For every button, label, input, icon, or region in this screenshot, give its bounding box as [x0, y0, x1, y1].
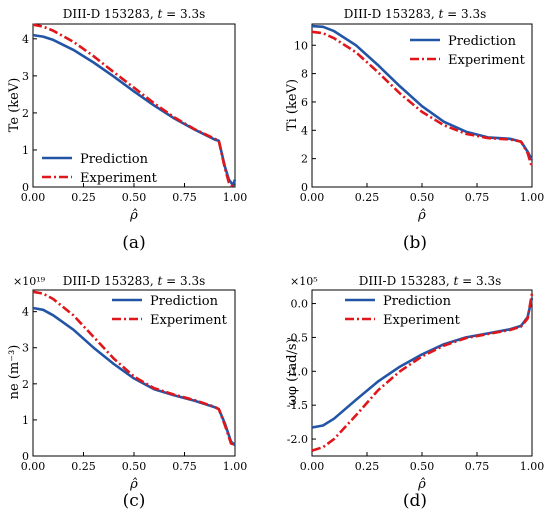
x-tick-label: 0.25	[355, 460, 380, 473]
y-tick-label: 8	[301, 68, 308, 81]
axis-multiplier: ×10¹⁹	[13, 275, 46, 288]
y-axis-label: Ti (keV)	[285, 79, 300, 131]
y-tick-label: 10	[294, 39, 308, 52]
y-tick-label: 0	[22, 450, 29, 463]
y-tick-label: -2.0	[287, 433, 308, 446]
x-tick-label: 0.75	[465, 191, 490, 204]
y-tick-label: 3	[22, 342, 29, 355]
y-axis-label: ωφ (rad/s)	[285, 338, 300, 405]
y-tick-label: 0	[301, 181, 308, 194]
x-tick-label: 0.50	[410, 460, 435, 473]
chart-title: DIII-D 153283, t = 3.3s	[63, 7, 206, 21]
series-line-prediction	[311, 297, 534, 429]
y-tick-label: 4	[301, 124, 308, 137]
y-tick-label: -1.5	[287, 399, 308, 412]
x-tick-label: 0.50	[410, 191, 435, 204]
x-tick-label: 0.00	[300, 460, 325, 473]
x-tick-label: 1.00	[223, 191, 248, 204]
legend-label-prediction: Prediction	[80, 152, 149, 167]
x-tick-label: 0.50	[122, 460, 147, 473]
legend-label-prediction: Prediction	[448, 34, 517, 49]
x-tick-label: 0.00	[21, 460, 46, 473]
y-axis-label: ne (m⁻³)	[7, 345, 22, 400]
x-tick-label: 0.00	[21, 191, 46, 204]
chart-panel-a: 0.00 0.25 0.50 0.75 1.00 0 1 2 3 4 Prediction Exper…	[7, 7, 247, 253]
legend-label-prediction: Prediction	[383, 294, 452, 309]
legend-label-experiment: Experiment	[448, 53, 526, 68]
y-tick-label: 2	[22, 107, 29, 120]
y-tick-label: 6	[301, 96, 308, 109]
panel-label: (c)	[123, 491, 146, 511]
series-line-experiment	[311, 30, 534, 168]
axis-multiplier: ×10⁵	[290, 275, 318, 288]
panel-label: (a)	[122, 233, 145, 253]
y-axis-label: Te (keV)	[7, 78, 22, 133]
y-tick-label: 2	[301, 153, 308, 166]
x-tick-label: 1.00	[520, 460, 545, 473]
x-tick-label: 0.00	[300, 191, 325, 204]
chart-title: DIII-D 153283, t = 3.3s	[63, 274, 206, 288]
x-tick-label: 0.50	[122, 191, 147, 204]
y-tick-label: -0.5	[287, 331, 308, 344]
x-tick-label: 0.75	[172, 191, 197, 204]
panel-label: (d)	[403, 491, 427, 511]
x-tick-label: 0.25	[71, 191, 96, 204]
legend-label-experiment: Experiment	[383, 313, 461, 328]
x-axis-label: ρ̂	[129, 477, 138, 492]
x-axis-label: ρ̂	[129, 208, 138, 223]
panel-label: (b)	[403, 233, 427, 253]
x-tick-label: 0.25	[71, 460, 96, 473]
chart-title: DIII-D 153283, t = 3.3s	[359, 274, 502, 288]
x-tick-label: 1.00	[223, 460, 248, 473]
x-tick-label: 0.75	[172, 460, 197, 473]
series-line-prediction	[32, 33, 237, 187]
y-tick-label: 1	[22, 144, 29, 157]
y-tick-label: 4	[22, 306, 29, 319]
series-line-experiment	[32, 290, 236, 447]
x-tick-label: 0.75	[465, 460, 490, 473]
x-tick-label: 1.00	[520, 191, 545, 204]
y-tick-label: 3	[22, 70, 29, 83]
y-tick-label: 1	[22, 414, 29, 427]
chart-panel-c: 0.00 0.25 0.50 0.75 1.00 0 1 2 3 4 Prediction Exper…	[7, 274, 247, 511]
y-tick-label: 0	[22, 181, 29, 194]
x-axis-label: ρ̂	[417, 208, 426, 223]
y-tick-label: 2	[22, 378, 29, 391]
legend-label-experiment: Experiment	[150, 313, 228, 328]
series-line-prediction	[32, 306, 236, 447]
x-axis-label: ρ̂	[417, 477, 426, 492]
legend-label-experiment: Experiment	[80, 171, 158, 186]
y-tick-label: 4	[22, 33, 29, 46]
chart-title: DIII-D 153283, t = 3.3s	[344, 7, 487, 21]
x-tick-label: 0.25	[355, 191, 380, 204]
y-tick-label: -1.0	[287, 365, 308, 378]
legend-label-prediction: Prediction	[150, 294, 219, 309]
chart-panel-b: 0.00 0.25 0.50 0.75 1.00 0 2 4 6 8 10 Prediction Exp…	[285, 7, 544, 253]
series-line-experiment	[311, 293, 534, 452]
y-tick-label: 0.0	[291, 298, 309, 311]
series-line-experiment	[32, 23, 235, 189]
chart-panel-d: 0.00 0.25 0.50 0.75 1.00 -2.0 -1.5 -1.0 -0.5 0.0 P…	[285, 274, 544, 511]
